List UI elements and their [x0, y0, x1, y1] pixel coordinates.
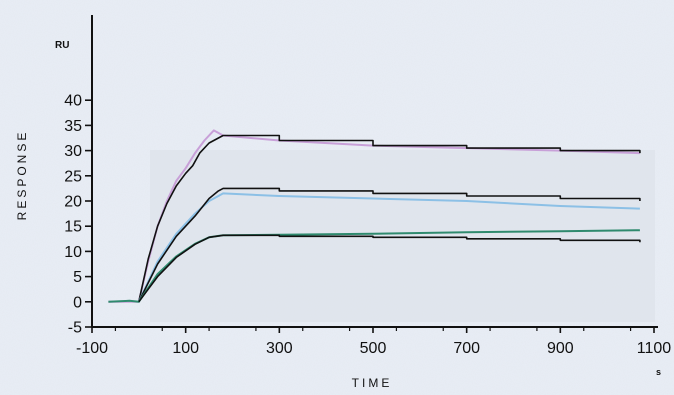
fit-curve-5 [138, 234, 641, 303]
x-unit-label: s [656, 367, 661, 377]
y-tick-label: -5 [68, 320, 82, 337]
y-tick-label: 0 [73, 294, 82, 311]
x-tick-label: 1100 [637, 340, 672, 357]
x-tick-label: -100 [76, 340, 108, 357]
y-axis-title: RESPONSE [15, 130, 29, 221]
y-tick-label: 25 [64, 168, 82, 185]
x-tick-label: 300 [266, 340, 293, 357]
fit-curve-3 [138, 187, 641, 303]
x-axis-title: TIME [352, 376, 393, 390]
measured-curve-2 [137, 192, 640, 303]
y-unit-label: RU [55, 40, 69, 51]
y-tick-label: 20 [64, 194, 82, 211]
series-layer [108, 129, 641, 303]
fit-curve-1 [138, 134, 641, 302]
y-tick-label: 40 [64, 93, 82, 110]
x-tick-label: 900 [547, 340, 574, 357]
y-tick-label: 15 [64, 219, 82, 236]
x-tick-label: 700 [453, 340, 480, 357]
axes: -5 0 5 10 15 20 25 30 35 40 -100 100 300 500 700 900 110… [64, 15, 671, 357]
x-tick-label: 500 [360, 340, 387, 357]
y-tick-label: 35 [64, 118, 82, 135]
x-tick-label: 100 [172, 340, 199, 357]
y-tick-label: 30 [64, 143, 82, 160]
y-tick-label: 5 [73, 269, 82, 286]
y-tick-label: 10 [64, 244, 82, 261]
